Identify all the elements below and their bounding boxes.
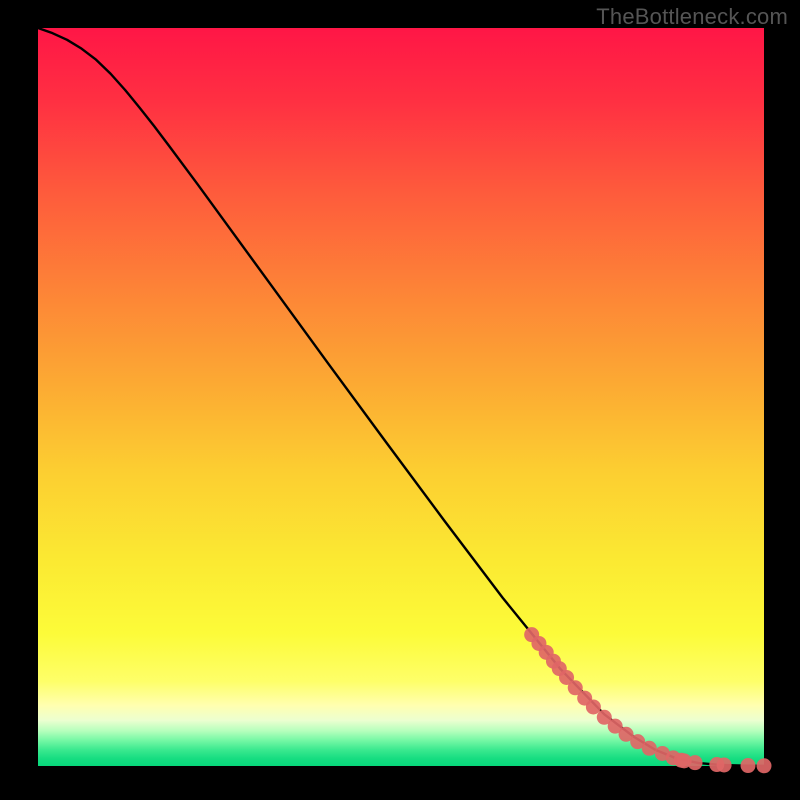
data-marker — [741, 758, 756, 773]
data-marker — [642, 741, 657, 756]
watermark-text: TheBottleneck.com — [596, 4, 788, 30]
data-marker — [717, 757, 732, 772]
bottleneck-curve — [38, 28, 764, 766]
data-marker — [757, 758, 772, 773]
data-marker — [688, 755, 703, 770]
data-marker — [586, 699, 601, 714]
marker-group — [524, 627, 771, 773]
chart-plot-area — [38, 28, 764, 766]
chart-curve-layer — [38, 28, 764, 766]
